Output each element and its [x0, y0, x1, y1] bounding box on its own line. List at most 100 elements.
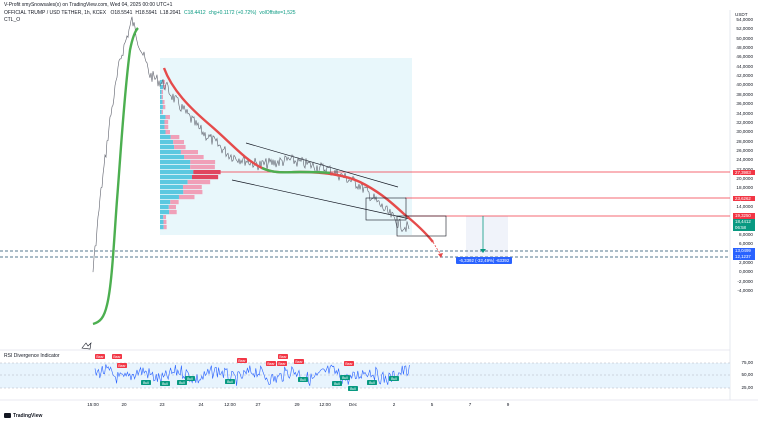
measure-label[interactable]: -6,3392 (-32,49%) -63392 — [456, 257, 513, 264]
ohlc-3: C18.4412 — [183, 10, 206, 16]
ohlc-5: volOffsite=1,525 — [259, 10, 296, 16]
volume-bar-sell — [183, 155, 204, 160]
svg-text:Bull: Bull — [391, 377, 397, 381]
volume-bar-buy — [160, 140, 174, 145]
volume-bar-sell — [170, 200, 179, 205]
volume-bar-sell — [168, 205, 176, 210]
price-label: 50,0000 — [736, 35, 753, 41]
rsi-bear-marker: Bear — [237, 358, 247, 363]
price-label: 2,0000 — [738, 260, 753, 266]
volume-bar-buy — [160, 155, 184, 160]
volume-bar-buy — [160, 185, 183, 190]
rsi-series — [94, 364, 410, 386]
svg-text:Bull: Bull — [143, 381, 149, 385]
price-label: 52,0000 — [736, 26, 753, 32]
ohlc-4: chg+0.1172 (+0.72%) — [208, 10, 257, 16]
consolidation-box — [365, 197, 407, 221]
volume-bar-sell — [169, 210, 177, 215]
price-label: 54,0000 — [736, 17, 753, 22]
volume-bar-sell — [161, 110, 163, 115]
volume-bar-buy — [160, 100, 163, 105]
volume-bar-buy — [160, 200, 171, 205]
volume-bar-buy — [160, 205, 169, 210]
volume-bar-sell — [187, 180, 211, 185]
volume-bar-sell — [190, 160, 216, 165]
volume-bar-sell — [162, 80, 165, 85]
volume-bar-buy — [160, 215, 164, 220]
price-label: 48,0000 — [736, 45, 753, 51]
rsi-bull-marker: Bull — [389, 376, 399, 381]
rsi-bear-marker: Bear — [278, 354, 288, 359]
rsi-bull-marker: Bull — [185, 376, 195, 381]
svg-text:Bear: Bear — [96, 355, 104, 359]
volume-bar-sell — [182, 185, 202, 190]
volume-bar-sell — [190, 165, 215, 170]
price-label: 18,0000 — [736, 185, 753, 191]
indicator-tag[interactable]: CTL_O — [4, 17, 21, 23]
rsi-bear-marker: Bear — [266, 361, 276, 366]
volume-bar-buy — [160, 105, 163, 110]
rsi-band — [0, 363, 730, 388]
volume-profile-zone — [160, 58, 412, 235]
volume-bar-sell — [178, 195, 195, 200]
volume-bar-buy — [160, 190, 184, 195]
price-label: 30,0000 — [736, 129, 753, 135]
tradingview-logo[interactable]: TradingView — [4, 413, 42, 419]
volume-bar-sell — [163, 85, 166, 90]
price-label: 40,0000 — [736, 82, 753, 88]
svg-text:Bull: Bull — [342, 376, 348, 380]
volume-bar-sell — [162, 105, 166, 110]
svg-text:Bear: Bear — [238, 359, 246, 363]
svg-text:Bull: Bull — [350, 387, 356, 391]
rsi-title[interactable]: RSI Divergence Indicator — [4, 353, 60, 359]
rsi-bull-marker: Bull — [348, 386, 358, 391]
price-tag: 06:58 — [733, 225, 755, 231]
volume-bar-buy — [160, 135, 171, 140]
volume-bar-sell — [191, 175, 219, 180]
measure-arrow-icon — [480, 249, 486, 253]
price-label: 28,0000 — [736, 138, 753, 144]
time-label: 29 — [294, 402, 300, 407]
svg-text:Bull: Bull — [300, 378, 306, 382]
rsi-bull-marker: Bull — [298, 377, 308, 382]
svg-text:Bear: Bear — [279, 355, 287, 359]
volume-bar-sell — [162, 100, 165, 105]
volume-bar-sell — [164, 120, 169, 125]
volume-bar-buy — [160, 115, 166, 120]
volume-bar-buy — [160, 210, 170, 215]
price-label: 36,0000 — [736, 101, 753, 107]
volume-bar-sell — [165, 130, 170, 135]
svg-text:Bull: Bull — [187, 377, 193, 381]
time-label: 27 — [255, 402, 261, 407]
symbol-line: OFFICIAL TRUMP / USD TETHER, 1h, KCEX O1… — [4, 10, 302, 16]
ema-projection — [432, 241, 442, 255]
current-range-box — [396, 215, 447, 237]
ohlc-1: H18.5941 — [135, 10, 158, 16]
ema-flat-segment — [261, 166, 331, 175]
volume-bar-sell — [163, 215, 167, 220]
volume-bar-buy — [160, 180, 188, 185]
price-label: 38,0000 — [736, 91, 753, 97]
volume-bar-sell — [163, 220, 167, 225]
rsi-bear-marker: Bear — [95, 354, 105, 359]
rsi-bear-marker: Bear — [294, 359, 304, 364]
rsi-bear-marker: Bear — [344, 361, 354, 366]
channel-lower — [231, 179, 411, 220]
volume-bar-sell — [170, 135, 180, 140]
rsi-bear-marker: Bear — [117, 363, 127, 368]
volume-bar-sell — [193, 170, 221, 175]
volume-bar-buy — [160, 120, 165, 125]
price-label: 42,0000 — [736, 73, 753, 79]
volume-bar-sell — [163, 225, 167, 230]
rsi-level-label: 50,00 — [741, 372, 754, 377]
price-label: 6,0000 — [738, 241, 753, 247]
svg-text:Bear: Bear — [278, 362, 286, 366]
volume-bar-buy — [160, 225, 164, 230]
svg-text:Bull: Bull — [227, 380, 233, 384]
price-label: 32,0000 — [736, 119, 753, 125]
volume-bar-buy — [160, 195, 179, 200]
symbol-title[interactable]: OFFICIAL TRUMP / USD TETHER, 1h, KCEX — [4, 10, 107, 16]
projection-box — [466, 216, 508, 258]
